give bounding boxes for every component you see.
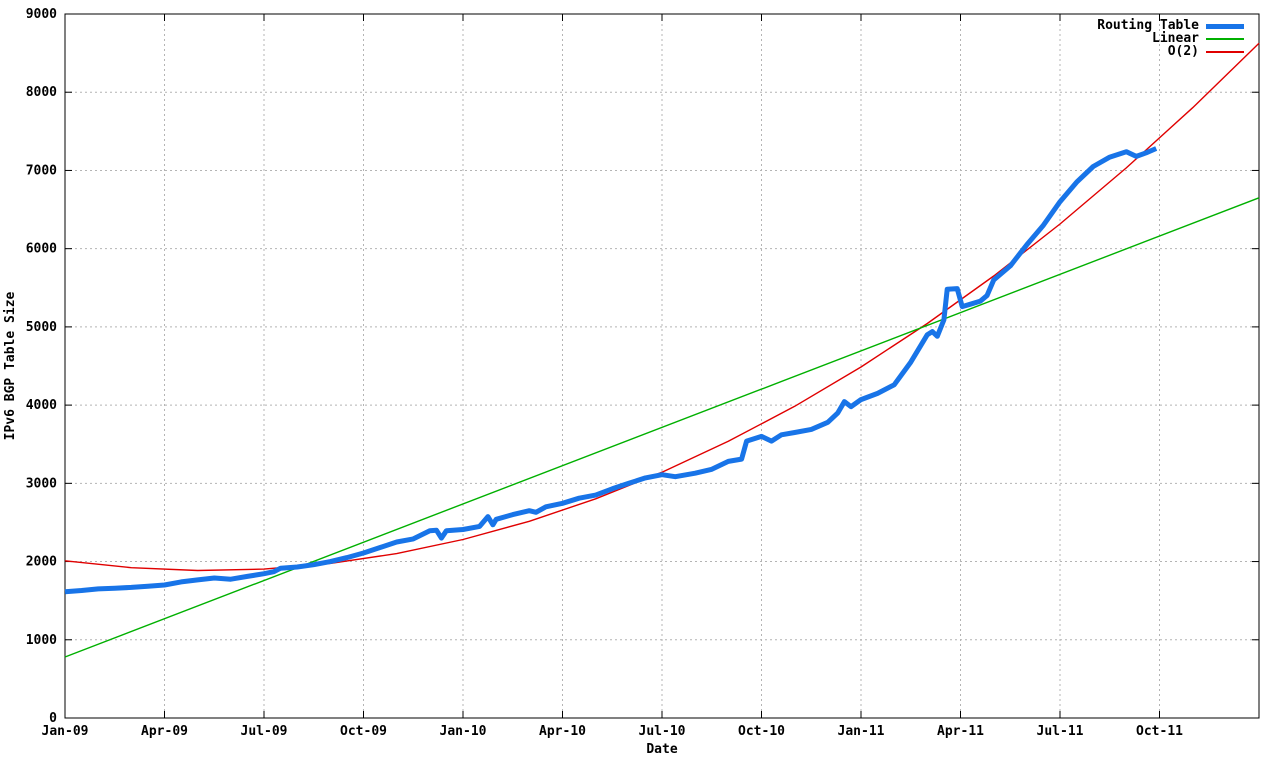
y-tick-label: 9000 xyxy=(26,7,57,22)
y-tick-label: 7000 xyxy=(26,163,57,178)
legend-label: Routing Table xyxy=(1097,18,1199,33)
y-tick-label: 8000 xyxy=(26,85,57,100)
y-tick-label: 1000 xyxy=(26,633,57,648)
x-tick-label: Oct-09 xyxy=(340,724,387,739)
x-tick-label: Oct-10 xyxy=(738,724,785,739)
x-tick-label: Jul-09 xyxy=(241,724,288,739)
y-tick-label: 5000 xyxy=(26,320,57,335)
legend-item-o2: O(2) xyxy=(1097,44,1244,59)
legend: Routing Table Linear O(2) xyxy=(1097,18,1244,59)
y-tick-label: 6000 xyxy=(26,242,57,257)
series-o-2- xyxy=(64,42,1260,572)
series-linear xyxy=(64,197,1260,658)
x-tick-label: Jul-10 xyxy=(639,724,686,739)
x-axis-title: Date xyxy=(646,742,678,757)
y-tick-label: 4000 xyxy=(26,398,57,413)
x-tick-label: Jan-11 xyxy=(838,724,885,739)
x-tick-label: Jan-09 xyxy=(42,724,89,739)
legend-item-routing-table: Routing Table xyxy=(1097,18,1244,33)
x-tick-label: Jan-10 xyxy=(440,724,487,739)
legend-line-sample-linear xyxy=(1206,38,1244,40)
x-tick-label: Apr-11 xyxy=(937,724,984,739)
legend-label: Linear xyxy=(1152,31,1199,46)
legend-label: O(2) xyxy=(1167,44,1199,59)
legend-line-sample-o2 xyxy=(1206,51,1244,53)
x-tick-label: Apr-10 xyxy=(539,724,586,739)
y-tick-label: 0 xyxy=(49,711,57,726)
legend-item-linear: Linear xyxy=(1097,31,1244,46)
x-tick-label: Jul-11 xyxy=(1037,724,1084,739)
legend-line-sample-routing-table xyxy=(1206,23,1244,29)
x-tick-label: Oct-11 xyxy=(1136,724,1183,739)
x-tick-label: Apr-09 xyxy=(141,724,188,739)
y-axis-title: IPv6 BGP Table Size xyxy=(3,291,18,441)
y-tick-label: 3000 xyxy=(26,476,57,491)
y-tick-label: 2000 xyxy=(26,555,57,570)
series-routing-table xyxy=(64,146,1158,595)
